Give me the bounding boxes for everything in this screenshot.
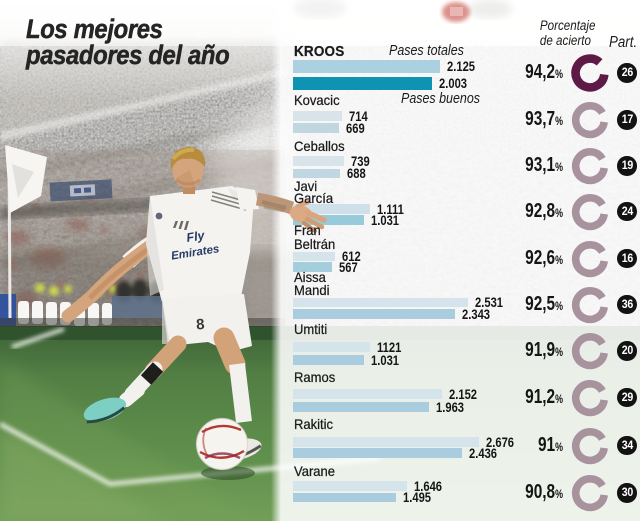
svg-text:Fly: Fly <box>185 228 206 245</box>
svg-text:8: 8 <box>196 316 206 334</box>
